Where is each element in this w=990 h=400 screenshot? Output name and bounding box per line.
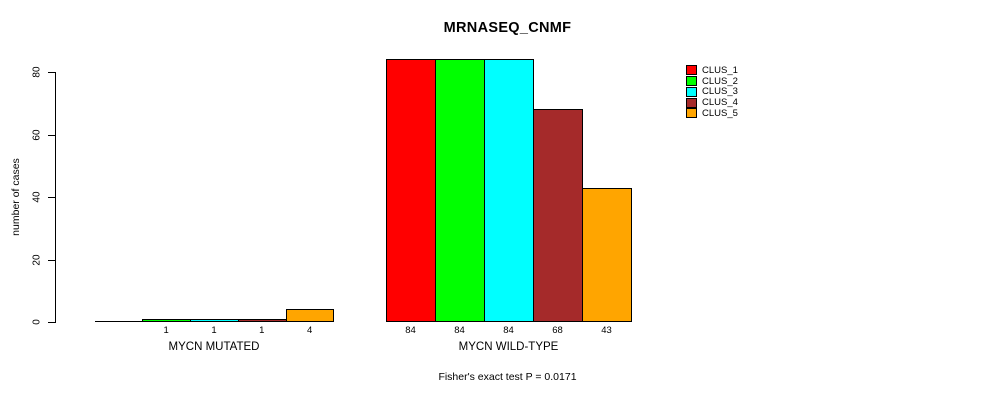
bar-clus_2-wild-type [435, 59, 485, 322]
bar-value-label: 1 [211, 325, 217, 336]
bar-value-label: 1 [163, 325, 169, 336]
legend-swatch-clus3 [686, 86, 697, 97]
legend-swatch-clus1 [686, 65, 697, 76]
legend-label: CLUS_3 [702, 86, 738, 98]
legend-item-clus3: CLUS_3 [686, 86, 738, 98]
y-tick-mark [48, 259, 55, 261]
legend-item-clus5: CLUS_5 [686, 108, 738, 119]
x-category-label-mutated: MYCN MUTATED [168, 341, 260, 353]
bar-value-label: 43 [601, 325, 612, 336]
y-axis-line [55, 72, 56, 323]
y-tick-mark [48, 72, 55, 73]
bar-clus_3-wild-type [484, 59, 534, 322]
bar-clus_2-mutated [142, 319, 192, 322]
bar-value-label: 84 [405, 325, 416, 336]
legend-label: CLUS_1 [702, 64, 738, 76]
bar-clus_1-wild-type [386, 59, 436, 322]
legend: CLUS_1 CLUS_2 CLUS_3 CLUS_4 CLUS_5 [686, 65, 738, 119]
bar-clus_4-mutated [237, 319, 287, 322]
y-tick-mark [48, 134, 55, 136]
annotation-fisher-test: Fisher's exact test P = 0.0171 [438, 371, 577, 383]
bar-clus_3-mutated [190, 319, 239, 322]
legend-item-clus2: CLUS_2 [686, 76, 738, 87]
bar-value-label: 4 [306, 325, 313, 336]
bar-clus_4-wild-type [533, 109, 583, 322]
legend-label: CLUS_2 [702, 75, 738, 87]
legend-label: CLUS_4 [702, 97, 738, 109]
y-tick-mark [48, 197, 55, 198]
bar-clus_5-wild-type [582, 188, 632, 322]
x-category-label-wildtype: MYCN WILD-TYPE [458, 341, 559, 353]
legend-swatch-clus2 [686, 76, 697, 87]
legend-swatch-clus5 [686, 108, 697, 119]
legend-item-clus1: CLUS_1 [686, 65, 738, 76]
bar-clus_5-mutated [285, 309, 335, 322]
chart-title: MRNASEQ_CNMF [443, 20, 572, 36]
legend-item-clus4: CLUS_4 [686, 97, 738, 108]
bar-clus_1-mutated [94, 321, 143, 322]
bar-value-label: 84 [503, 325, 514, 336]
legend-label: CLUS_5 [702, 107, 738, 119]
y-tick-mark [48, 322, 55, 323]
bar-value-label: 84 [454, 325, 465, 336]
legend-swatch-clus4 [686, 97, 697, 108]
bar-value-label: 68 [552, 325, 563, 336]
bar-value-label: 1 [259, 325, 265, 336]
